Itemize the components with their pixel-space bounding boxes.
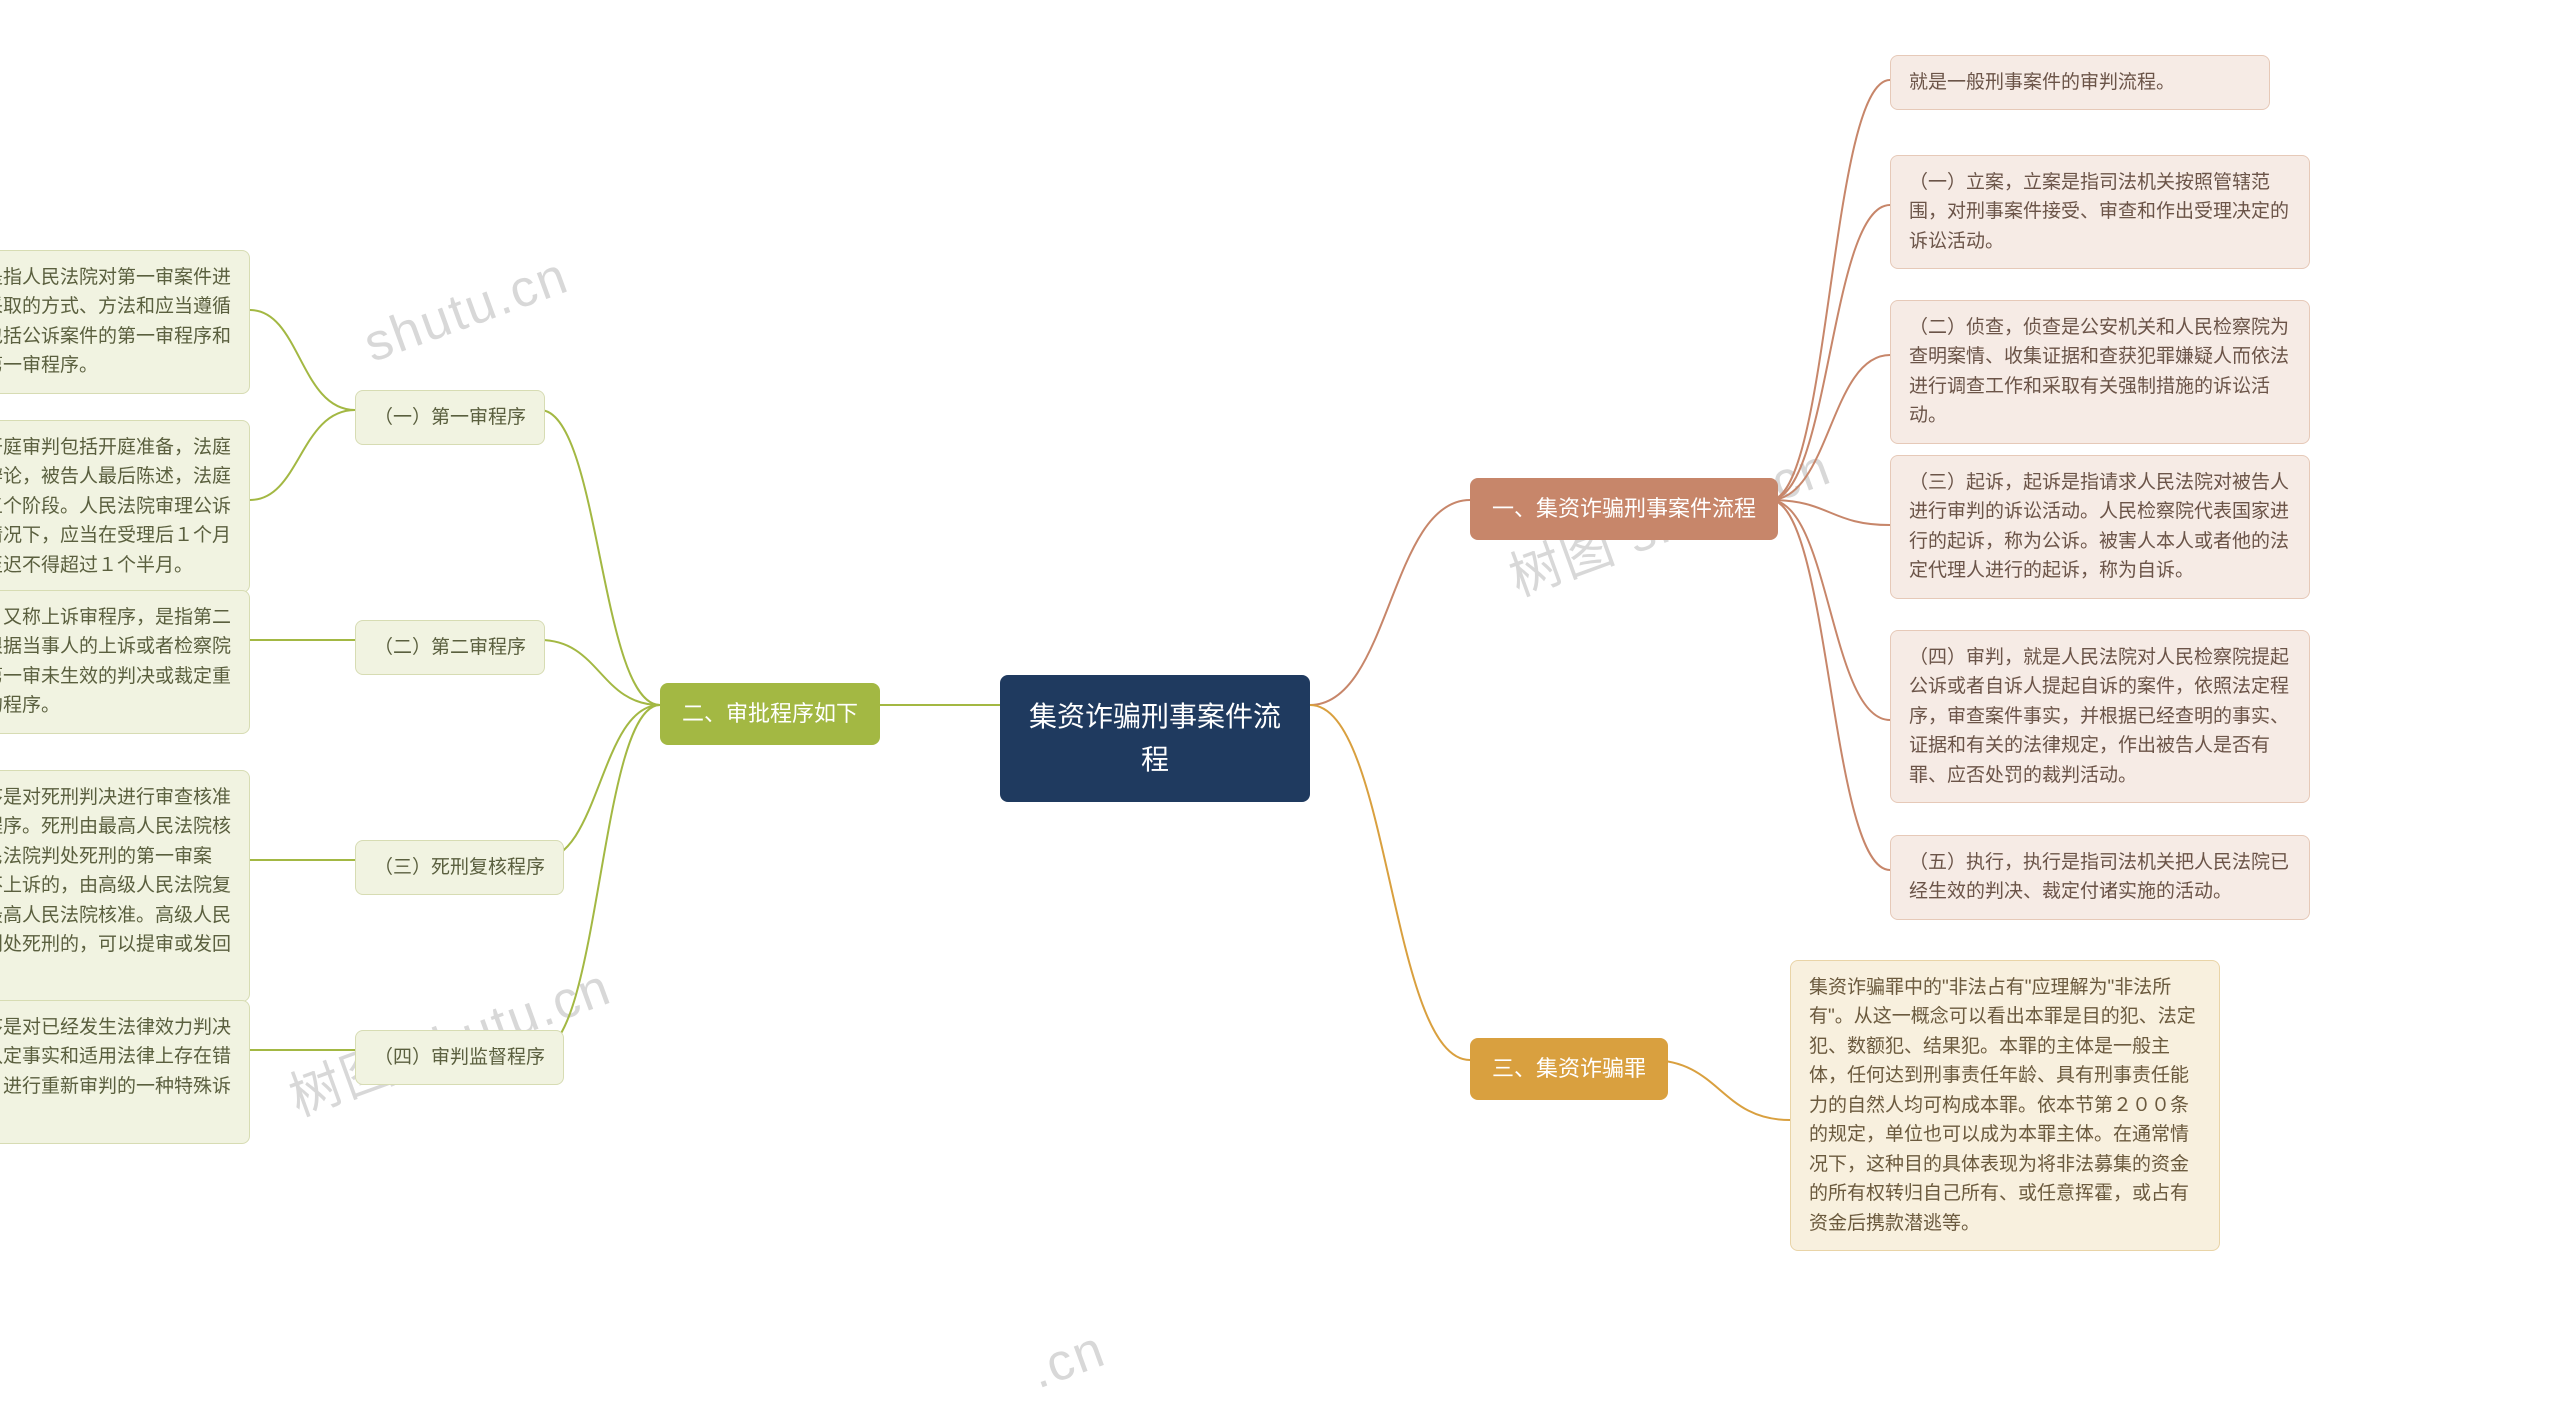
branch2-sub2-title: （二）第二审程序 (355, 620, 545, 675)
branch1-leaf-1: （一）立案，立案是指司法机关按照管辖范围，对刑事案件接受、审查和作出受理决定的诉… (1890, 155, 2310, 269)
branch2-sub4-d1: 审判监督程序是对已经发生法律效力判决或裁定，在认定事实和适用法律上存在错误的情况… (0, 1000, 250, 1144)
branch2-sub3-title: （三）死刑复核程序 (355, 840, 564, 895)
branch2-sub2-d1: 第二审程序，又称上诉审程序，是指第二审人民法院根据当事人的上诉或者检察院的抗诉，… (0, 590, 250, 734)
branch3-leaf-0: 集资诈骗罪中的"非法占有"应理解为"非法所有"。从这一概念可以看出本罪是目的犯、… (1790, 960, 2220, 1251)
branch-3: 三、集资诈骗罪 (1470, 1038, 1668, 1100)
branch2-sub3-d1: 死刑复核程序是对死刑判决进行审查核准的一种特殊程序。死刑由最高人民法院核准，中级… (0, 770, 250, 1002)
branch-2: 二、审批程序如下 (660, 683, 880, 745)
branch2-sub4-title: （四）审判监督程序 (355, 1030, 564, 1085)
branch1-leaf-3: （三）起诉，起诉是指请求人民法院对被告人进行审判的诉讼活动。人民检察院代表国家进… (1890, 455, 2310, 599)
branch1-leaf-4: （四）审判，就是人民法院对人民检察院提起公诉或者自诉人提起自诉的案件，依照法定程… (1890, 630, 2310, 803)
branch2-sub1-d2: 公诉案件的开庭审判包括开庭准备，法庭调查，法庭辩论，被告人最后陈述，法庭评议、审… (0, 420, 250, 593)
center-node: 集资诈骗刑事案件流程 (1000, 675, 1310, 802)
branch2-sub1-title: （一）第一审程序 (355, 390, 545, 445)
branch1-leaf-5: （五）执行，执行是指司法机关把人民法院已经生效的判决、裁定付诸实施的活动。 (1890, 835, 2310, 920)
branch1-leaf-2: （二）侦查，侦查是公安机关和人民检察院为查明案情、收集证据和查获犯罪嫌疑人而依法… (1890, 300, 2310, 444)
branch-1: 一、集资诈骗刑事案件流程 (1470, 478, 1778, 540)
branch2-sub1-d1: 第一审程序是指人民法院对第一审案件进行审判应当采取的方式、方法和应当遵循的顺序。… (0, 250, 250, 394)
branch1-leaf-0: 就是一般刑事案件的审判流程。 (1890, 55, 2270, 110)
